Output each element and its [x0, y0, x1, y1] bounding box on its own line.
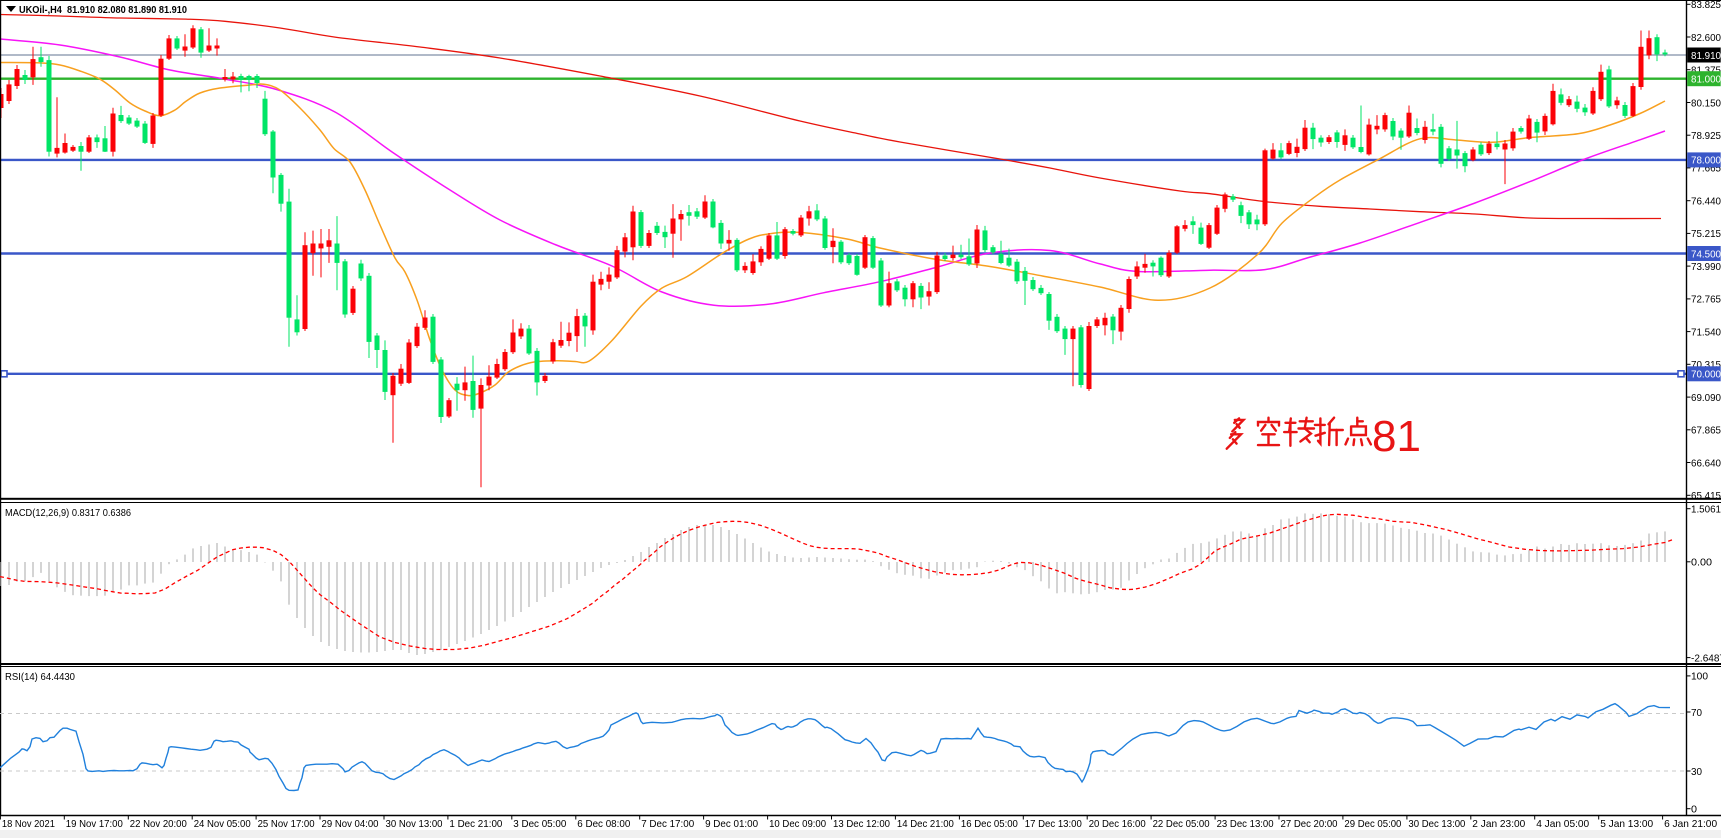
svg-text:66.640: 66.640 — [1691, 457, 1721, 469]
svg-text:4 Jan 05:00: 4 Jan 05:00 — [1536, 818, 1589, 830]
svg-text:22 Nov 20:00: 22 Nov 20:00 — [130, 818, 187, 830]
svg-text:70: 70 — [1691, 707, 1702, 719]
svg-text:10 Dec 09:00: 10 Dec 09:00 — [769, 818, 826, 830]
svg-text:83.825: 83.825 — [1691, 0, 1721, 11]
svg-text:81.910: 81.910 — [1691, 50, 1721, 62]
svg-text:29 Dec 05:00: 29 Dec 05:00 — [1344, 818, 1401, 830]
svg-text:69.090: 69.090 — [1691, 392, 1721, 404]
svg-text:75.215: 75.215 — [1691, 228, 1721, 240]
svg-text:0.00: 0.00 — [1691, 557, 1712, 569]
svg-text:17 Dec 13:00: 17 Dec 13:00 — [1025, 818, 1082, 830]
svg-text:23 Dec 13:00: 23 Dec 13:00 — [1217, 818, 1274, 830]
svg-text:76.440: 76.440 — [1691, 196, 1721, 208]
svg-text:16 Dec 05:00: 16 Dec 05:00 — [961, 818, 1018, 830]
svg-text:27 Dec 20:00: 27 Dec 20:00 — [1281, 818, 1338, 830]
svg-text:14 Dec 21:00: 14 Dec 21:00 — [897, 818, 954, 830]
svg-text:RSI(14) 64.4430: RSI(14) 64.4430 — [5, 671, 75, 683]
svg-text:6 Jan 21:00: 6 Jan 21:00 — [1664, 818, 1717, 830]
svg-text:1 Dec 21:00: 1 Dec 21:00 — [449, 818, 502, 830]
svg-text:19 Nov 17:00: 19 Nov 17:00 — [66, 818, 123, 830]
svg-text:82.600: 82.600 — [1691, 32, 1721, 44]
svg-text:24 Nov 05:00: 24 Nov 05:00 — [194, 818, 251, 830]
svg-text:73.990: 73.990 — [1691, 261, 1721, 273]
svg-text:30: 30 — [1691, 766, 1702, 778]
svg-text:9 Dec 01:00: 9 Dec 01:00 — [705, 818, 758, 830]
svg-text:22 Dec 05:00: 22 Dec 05:00 — [1153, 818, 1210, 830]
svg-text:7 Dec 17:00: 7 Dec 17:00 — [641, 818, 694, 830]
svg-text:65.415: 65.415 — [1691, 490, 1721, 502]
svg-text:29 Nov 04:00: 29 Nov 04:00 — [322, 818, 379, 830]
svg-text:1.5061: 1.5061 — [1691, 504, 1721, 516]
svg-text:81: 81 — [1372, 412, 1421, 461]
svg-text:71.540: 71.540 — [1691, 326, 1721, 338]
svg-text:13 Dec 12:00: 13 Dec 12:00 — [833, 818, 890, 830]
svg-text:74.500: 74.500 — [1691, 248, 1721, 260]
svg-text:81.000: 81.000 — [1691, 74, 1721, 86]
svg-text:0: 0 — [1691, 804, 1697, 816]
svg-text:5 Jan 13:00: 5 Jan 13:00 — [1600, 818, 1653, 830]
svg-text:70.000: 70.000 — [1691, 369, 1721, 381]
svg-text:UKOil-,H4 81.910 82.080 81.89: UKOil-,H4 81.910 82.080 81.890 81.910 — [19, 4, 187, 16]
svg-text:20 Dec 16:00: 20 Dec 16:00 — [1089, 818, 1146, 830]
svg-text:80.150: 80.150 — [1691, 97, 1721, 109]
svg-text:67.865: 67.865 — [1691, 425, 1721, 437]
svg-text:3 Dec 05:00: 3 Dec 05:00 — [513, 818, 566, 830]
svg-text:-2.6487: -2.6487 — [1691, 652, 1721, 664]
svg-text:25 Nov 17:00: 25 Nov 17:00 — [258, 818, 315, 830]
svg-text:30 Dec 13:00: 30 Dec 13:00 — [1408, 818, 1465, 830]
svg-text:MACD(12,26,9) 0.8317 0.6386: MACD(12,26,9) 0.8317 0.6386 — [5, 507, 131, 519]
svg-text:100: 100 — [1691, 671, 1708, 683]
svg-text:78.000: 78.000 — [1691, 155, 1721, 167]
svg-text:30 Nov 13:00: 30 Nov 13:00 — [386, 818, 443, 830]
svg-text:6 Dec 08:00: 6 Dec 08:00 — [577, 818, 630, 830]
svg-text:18 Nov 2021: 18 Nov 2021 — [2, 818, 55, 830]
svg-text:78.925: 78.925 — [1691, 130, 1721, 142]
svg-text:2 Jan 23:00: 2 Jan 23:00 — [1472, 818, 1525, 830]
svg-text:72.765: 72.765 — [1691, 294, 1721, 306]
